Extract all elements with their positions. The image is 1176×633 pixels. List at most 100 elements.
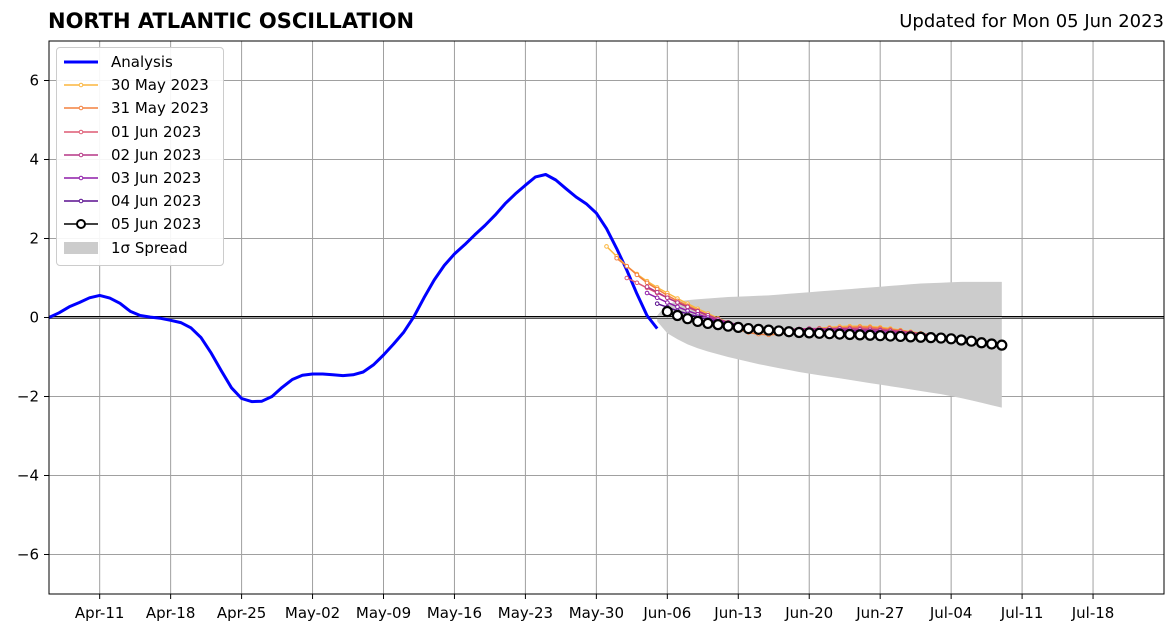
y-tick-label: −4 — [17, 467, 39, 485]
forecast-point — [675, 304, 680, 310]
legend-item: 03 Jun 2023 — [63, 168, 201, 188]
latest-forecast-point — [702, 317, 714, 330]
latest-forecast-point — [834, 328, 846, 340]
legend-item: 04 Jun 2023 — [63, 191, 201, 211]
legend-swatch — [64, 82, 98, 88]
legend-label: 31 May 2023 — [111, 99, 209, 118]
x-tick-label: Apr-11 — [75, 604, 125, 622]
y-tick-label: 2 — [29, 230, 39, 248]
latest-forecast-point — [975, 337, 988, 349]
forecast-point — [675, 300, 680, 305]
y-tick-label: 6 — [29, 72, 39, 90]
legend-item: 31 May 2023 — [63, 98, 209, 118]
chart-legend: Analysis 30 May 2023 31 May 2023 01 Jun 202… — [56, 47, 224, 266]
latest-forecast-point — [661, 305, 673, 318]
latest-forecast-point — [722, 320, 734, 332]
y-tick-label: −2 — [17, 388, 39, 406]
latest-forecast-point — [955, 334, 967, 346]
legend-swatch — [64, 175, 98, 181]
x-tick-label: May-23 — [498, 604, 553, 622]
chart-title: NORTH ATLANTIC OSCILLATION — [48, 9, 415, 33]
legend-swatch — [64, 129, 98, 134]
latest-forecast-point — [813, 327, 825, 339]
latest-forecast-point — [894, 330, 907, 343]
latest-forecast-point — [671, 309, 684, 322]
x-tick-label: Apr-18 — [146, 604, 196, 622]
forecast-point — [624, 263, 630, 269]
x-tick-label: Jun-13 — [713, 604, 762, 622]
forecast-point — [654, 295, 660, 301]
forecast-point — [604, 244, 609, 249]
forecast-point — [634, 272, 640, 278]
legend-label: Analysis — [111, 53, 173, 71]
updated-date: Updated for Mon 05 Jun 2023 — [899, 11, 1164, 32]
latest-forecast-point — [712, 319, 724, 331]
forecast-point — [644, 290, 650, 296]
forecast-point — [654, 289, 660, 295]
forecast-point — [614, 255, 619, 261]
x-tick-label: Jun-06 — [642, 604, 691, 622]
x-tick-label: Jul-18 — [1071, 604, 1115, 622]
legend-label: 04 Jun 2023 — [111, 192, 202, 211]
legend-label: 05 Jun 2023 — [111, 215, 202, 234]
forecast-point — [624, 275, 630, 281]
forecast-point — [634, 280, 640, 286]
x-tick-label: Jun-27 — [855, 604, 904, 622]
x-tick-label: May-16 — [427, 604, 482, 622]
latest-forecast-point — [844, 328, 856, 341]
x-tick-label: May-30 — [569, 604, 624, 622]
legend-item: Analysis — [63, 52, 173, 72]
latest-forecast-point — [925, 332, 937, 344]
forecast-point — [665, 300, 670, 305]
forecast-point — [654, 301, 660, 306]
latest-forecast-point — [752, 323, 765, 335]
latest-forecast-point — [823, 328, 836, 340]
legend-label: 02 Jun 2023 — [111, 145, 202, 164]
legend-swatch — [64, 152, 98, 158]
analysis-line — [48, 173, 659, 404]
y-tick-label: 0 — [29, 309, 39, 327]
legend-label: 01 Jun 2023 — [111, 122, 202, 141]
latest-forecast-point — [681, 313, 694, 325]
legend-item: 05 Jun 2023 — [63, 214, 201, 234]
latest-forecast-point — [935, 332, 947, 344]
forecast-point — [644, 284, 650, 289]
latest-forecast-point — [793, 326, 805, 339]
latest-forecast-point — [986, 338, 998, 350]
latest-forecast-point — [773, 325, 785, 337]
legend-swatch — [64, 241, 98, 254]
latest-forecast-point — [945, 333, 957, 345]
legend-item: 02 Jun 2023 — [63, 145, 201, 165]
x-tick-label: Jun-20 — [784, 604, 833, 622]
forecast-point — [685, 304, 690, 310]
latest-forecast-point — [915, 331, 927, 343]
latest-forecast-point — [742, 322, 755, 335]
legend-item: 30 May 2023 — [63, 75, 209, 95]
legend-swatch — [64, 219, 98, 230]
legend-swatch — [64, 106, 98, 111]
latest-forecast-point — [763, 324, 775, 336]
x-tick-label: May-02 — [285, 604, 340, 622]
legend-item: 01 Jun 2023 — [63, 122, 201, 142]
latest-forecast-point — [803, 327, 815, 339]
forecast-point — [644, 280, 650, 286]
latest-forecast-point — [965, 335, 978, 347]
x-tick-label: Apr-25 — [217, 604, 267, 622]
latest-forecast-point — [996, 339, 1008, 351]
latest-forecast-point — [864, 329, 876, 341]
latest-forecast-point — [854, 329, 866, 341]
legend-item: 1σ Spread — [63, 238, 188, 258]
latest-forecast-point — [874, 330, 886, 342]
legend-swatch — [64, 198, 98, 204]
legend-swatch — [64, 60, 98, 64]
x-tick-label: Jul-04 — [929, 604, 973, 622]
spread-band — [657, 281, 1002, 408]
y-tick-label: −6 — [17, 546, 39, 564]
legend-label: 30 May 2023 — [111, 76, 209, 95]
x-tick-label: May-09 — [356, 604, 411, 622]
legend-label: 1σ Spread — [111, 238, 188, 257]
latest-forecast-point — [783, 326, 795, 338]
latest-forecast-point — [884, 330, 896, 342]
legend-label: 03 Jun 2023 — [111, 169, 202, 187]
